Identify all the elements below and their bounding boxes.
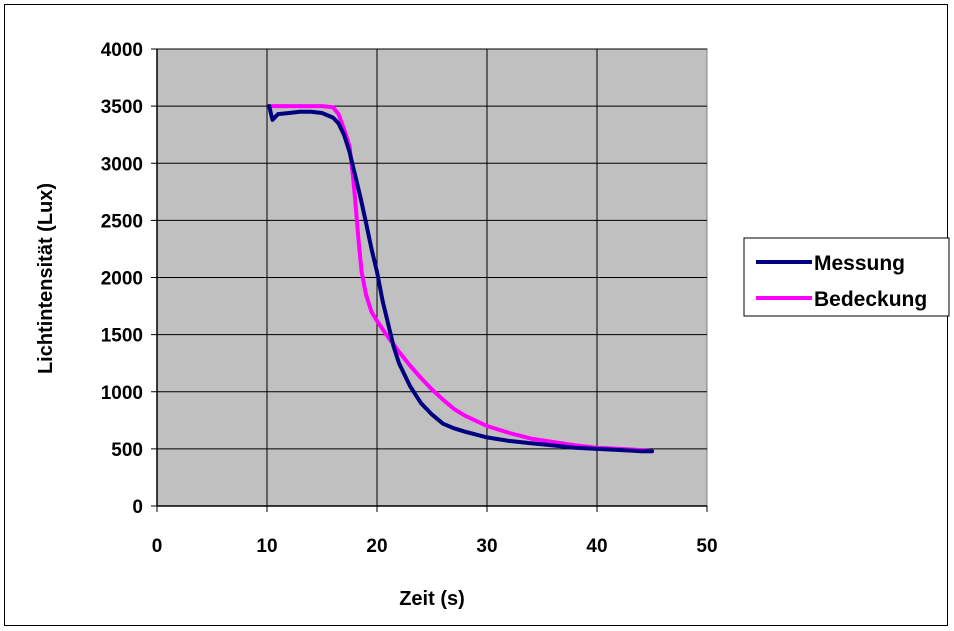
x-tick-label: 30 [476, 536, 497, 557]
y-tick-label: 500 [111, 440, 143, 461]
y-tick-label: 2500 [101, 211, 143, 232]
x-tick-label: 50 [696, 536, 717, 557]
y-tick-labels: 0 500 1000 1500 2000 2500 3000 3500 4000 [101, 40, 143, 518]
y-tick-label: 4000 [101, 40, 143, 61]
y-tick-label: 3000 [101, 154, 143, 175]
axes [151, 48, 708, 512]
legend-label-messung: Messung [814, 252, 905, 275]
legend-box [743, 237, 950, 317]
series-line-messung [267, 104, 654, 454]
series-line-bedeckung [267, 104, 654, 454]
y-axis-title: Lichtintensität (Lux) [35, 183, 57, 374]
x-tick-label: 0 [152, 536, 163, 557]
y-tick-label: 1000 [101, 383, 143, 404]
x-tick-label: 40 [586, 536, 607, 557]
x-tick-labels: 0 10 20 30 40 50 [152, 536, 718, 557]
legend: Messung Bedeckung [743, 237, 950, 317]
y-tick-label: 2000 [101, 269, 143, 290]
legend-label-bedeckung: Bedeckung [814, 288, 927, 311]
x-tick-label: 20 [366, 536, 387, 557]
y-tick-label: 1500 [101, 326, 143, 347]
y-tick-label: 3500 [101, 97, 143, 118]
x-tick-label: 10 [256, 536, 277, 557]
x-axis-title: Zeit (s) [399, 588, 465, 610]
series-layer [267, 104, 654, 454]
y-tick-label: 0 [132, 497, 143, 518]
